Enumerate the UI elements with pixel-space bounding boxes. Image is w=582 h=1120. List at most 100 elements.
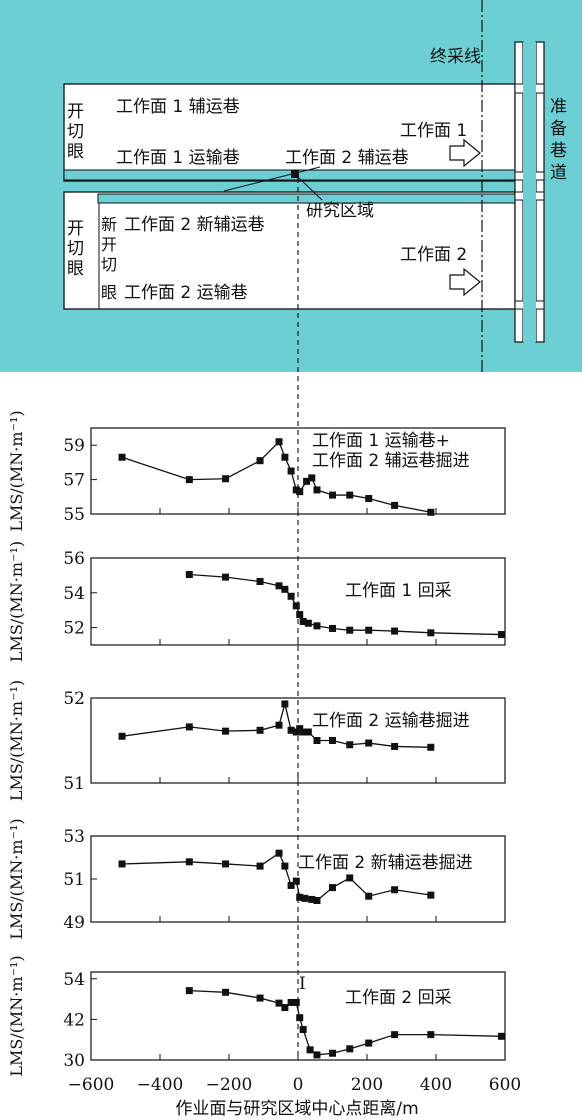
data-point — [306, 1046, 314, 1054]
data-point — [299, 728, 307, 736]
x-tick-label: −600 — [68, 1075, 115, 1095]
cut-eye-1-char-0: 开 — [67, 102, 84, 122]
data-point — [185, 858, 193, 866]
data-point — [281, 862, 289, 870]
x-tick-label: 600 — [489, 1075, 521, 1095]
y-tick-label: 56 — [63, 549, 85, 569]
chart-panel-2: 52 54 56 LMS/(MN·m⁻¹) 工作面 1 回采 — [7, 541, 506, 662]
wf2-transport-label: 工作面 2 运输巷 — [124, 283, 248, 303]
workface-2-panel — [63, 191, 516, 310]
y-axis-label: LMS/(MN·m⁻¹) — [7, 541, 26, 662]
new-cut-eye-char-1: 开 — [101, 235, 117, 254]
data-point — [296, 488, 304, 496]
y-tick-label: 30 — [63, 1051, 85, 1071]
x-tick-label: 0 — [293, 1075, 304, 1095]
chart-annotation: 工作面 1 回采 — [345, 581, 452, 601]
data-point — [292, 998, 300, 1006]
data-point — [287, 881, 295, 889]
data-point — [287, 726, 295, 734]
study-area-marker — [291, 170, 299, 178]
data-point — [275, 582, 283, 590]
data-point — [427, 891, 435, 899]
data-point — [365, 1039, 373, 1047]
y-tick-label: 59 — [63, 436, 85, 456]
chart-panel-5: 30 42 54 LMS/(MN·m⁻¹) 工作面 2 回采 I — [7, 955, 506, 1077]
workface-1-panel — [63, 83, 516, 182]
point-label: I — [299, 974, 306, 994]
wf1-transport-label: 工作面 1 运输巷 — [116, 148, 240, 168]
wf2-advance-arrow-icon — [449, 267, 481, 297]
x-axis-title: 作业面与研究区域中心点距离/m — [175, 1099, 418, 1119]
data-point — [329, 624, 336, 632]
study-area-label: 研究区域 — [306, 201, 374, 221]
y-axis-label: LMS/(MN·m⁻¹) — [7, 680, 26, 801]
data-point — [329, 884, 336, 892]
data-point — [222, 988, 230, 996]
data-point — [222, 475, 230, 483]
data-point — [281, 700, 289, 708]
prep-roadway-char-1: 备 — [550, 119, 567, 139]
data-point — [427, 629, 435, 637]
data-point — [346, 741, 354, 749]
data-point — [313, 737, 321, 744]
new-cut-eye-char-0: 新 — [101, 215, 117, 234]
y-axis-label: LMS/(MN·m⁻¹) — [7, 818, 26, 939]
data-point — [292, 877, 300, 885]
map-background — [0, 0, 582, 372]
y-tick-label: 52 — [63, 619, 85, 639]
data-point — [301, 894, 309, 902]
data-point — [185, 987, 193, 995]
data-point — [304, 728, 312, 736]
data-point — [427, 743, 435, 751]
data-point — [185, 723, 193, 731]
y-tick-label: 49 — [63, 913, 85, 933]
y-tick-label: 42 — [63, 1010, 85, 1030]
prep-roadway-char-2: 巷 — [550, 141, 567, 161]
data-point — [329, 1049, 336, 1057]
wf1-label: 工作面 1 — [400, 121, 467, 141]
data-point — [299, 1026, 307, 1034]
y-tick-label: 55 — [63, 505, 85, 525]
y-axis-label: LMS/(MN·m⁻¹) — [7, 410, 26, 531]
chart-annotation: 工作面 2 运输巷掘进 — [312, 711, 470, 731]
prep-roadway-char-0: 准 — [550, 97, 567, 117]
new-cut-eye-char-2: 切 — [101, 255, 117, 274]
y-tick-label: 53 — [63, 827, 85, 847]
data-point — [391, 1031, 399, 1039]
prep-roadway-char-3: 道 — [550, 163, 567, 183]
data-point — [296, 611, 304, 619]
data-point — [118, 453, 126, 461]
cut-eye-2-char-0: 开 — [67, 219, 84, 239]
x-tick-label: −200 — [206, 1075, 253, 1095]
data-point — [313, 897, 321, 904]
data-point — [275, 438, 283, 446]
y-tick-label: 52 — [63, 689, 85, 709]
chart-panel-1: 55 57 59 LMS/(MN·m⁻¹) 工作面 1 运输巷+工作面 2 辅运巷掘进 — [7, 410, 506, 532]
cut-eye-2-char-1: 切 — [67, 239, 84, 259]
data-point — [118, 860, 126, 868]
data-point — [308, 474, 316, 482]
wf2-label: 工作面 2 — [400, 245, 467, 265]
data-point — [287, 592, 295, 600]
data-point — [296, 893, 304, 901]
data-point — [346, 491, 354, 499]
data-point — [427, 1031, 435, 1039]
y-tick-label: 51 — [63, 870, 85, 890]
x-tick-label: 400 — [420, 1075, 452, 1095]
data-point — [391, 886, 399, 894]
chart-annotation: 工作面 1 运输巷+ — [312, 431, 450, 451]
data-point — [296, 1014, 304, 1022]
cut-eye-1-char-2: 眼 — [67, 142, 84, 162]
y-tick-label: 54 — [63, 584, 85, 604]
wf2-aux-label: 工作面 2 辅运巷 — [285, 148, 409, 168]
data-point — [365, 739, 373, 747]
data-point — [346, 626, 354, 634]
data-point — [427, 508, 435, 516]
data-point — [281, 585, 289, 593]
data-point — [256, 726, 264, 734]
x-tick-label: 200 — [351, 1075, 383, 1095]
data-point — [329, 737, 336, 744]
data-point — [308, 895, 316, 903]
